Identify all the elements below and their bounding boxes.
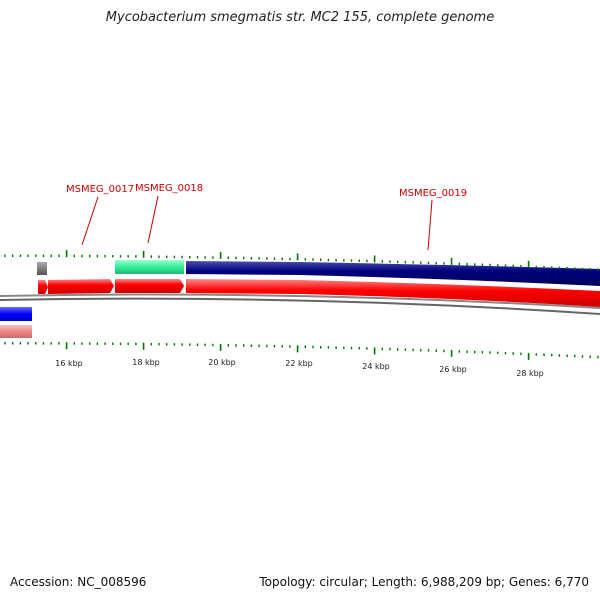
map-title: Mycobacterium smegmatis str. MC2 155, co…	[105, 10, 495, 25]
genome-stats-text: Topology: circular; Length: 6,988,209 bp…	[259, 575, 589, 589]
tick-label-18kbp: 18 kbp	[132, 358, 160, 367]
backbone-outer	[0, 293, 600, 309]
gene-label-msmeg-0018: MSMEG_0018	[135, 183, 203, 194]
feature-gray-block	[37, 262, 47, 275]
gene-label-msmeg-0017: MSMEG_0017	[66, 184, 134, 195]
cds-band-long	[186, 279, 600, 307]
tick-label-22kbp: 22 kbp	[285, 359, 313, 368]
gene-label-leader	[81, 196, 99, 246]
feature-pink-block	[0, 325, 32, 338]
cds-arrow	[48, 279, 114, 294]
tick-label-28kbp: 28 kbp	[516, 369, 544, 378]
inner-tick-marks	[4, 342, 599, 360]
cds-arrow	[115, 279, 184, 293]
feature-blue-block	[0, 307, 32, 321]
backbone-inner	[0, 297, 600, 315]
tick-label-26kbp: 26 kbp	[439, 365, 467, 374]
feature-navy-band	[186, 261, 600, 286]
cds-arrow	[38, 280, 48, 294]
accession-text: Accession: NC_008596	[10, 575, 147, 589]
gene-label-leader	[427, 199, 433, 251]
feature-green-block	[115, 260, 184, 274]
gene-label-leader	[147, 195, 159, 244]
outer-tick-marks	[4, 250, 599, 271]
gene-label-msmeg-0019: MSMEG_0019	[399, 188, 467, 199]
tick-label-16kbp: 16 kbp	[55, 359, 83, 368]
tick-label-20kbp: 20 kbp	[208, 358, 236, 367]
tick-label-24kbp: 24 kbp	[362, 362, 390, 371]
